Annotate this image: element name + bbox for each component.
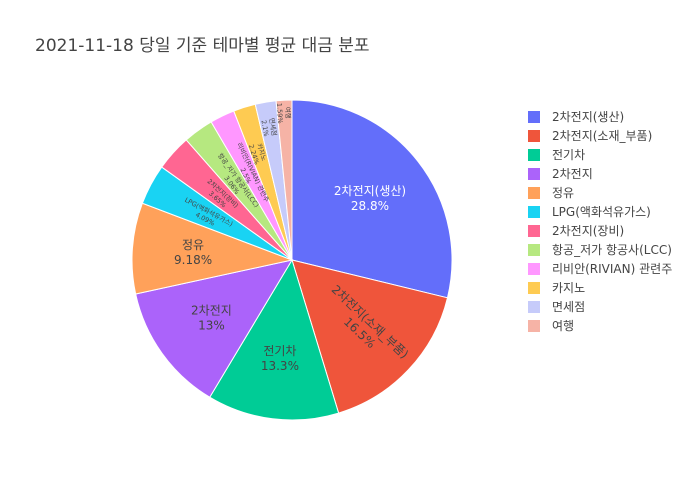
slice-label-percent: 1.59% [275,103,284,124]
legend-label: 여행 [552,318,574,333]
slice-label: 정유 9.18% [174,238,212,267]
legend-swatch [528,301,540,313]
slice-label-name: 2차전지 [191,303,232,317]
slice-label-name: 정유 [182,238,204,252]
legend-swatch [528,244,540,256]
pie-slice[interactable] [209,258,340,421]
legend-swatch [528,225,540,237]
legend-item[interactable]: 카지노 [528,281,585,295]
legend-item[interactable]: LPG(액화석유가스) [528,205,651,219]
slice-label-percent: 2.1% [260,119,271,137]
pie-slices [131,99,453,421]
legend-label: 항공_저가 항공사(LCC) [552,243,672,257]
legend-swatch [528,187,540,199]
legend-item[interactable]: 2차전지(소재_부품) [528,129,652,143]
legend-swatch [528,111,540,123]
legend-item[interactable]: 면세점 [528,300,585,314]
slice-label: 여행1.59% [275,102,293,123]
slice-label: 2차전지(생산) 28.8% [334,184,406,213]
slice-label-percent: 28.8% [351,199,389,213]
legend-label: 2차전지(소재_부품) [552,129,652,143]
legend-label: 2차전지 [552,167,593,181]
legend-item[interactable]: 2차전지(장비) [528,224,624,238]
slice-label: 전기차 13.3% [261,344,299,373]
slice-label-percent: 13.3% [261,359,299,373]
legend-swatch [528,149,540,161]
slice-label-percent: 9.18% [174,253,212,267]
pie-slice[interactable] [131,202,294,295]
slice-label-name: 여행 [283,107,293,119]
legend-item[interactable]: 2차전지 [528,167,593,181]
slice-label-percent: 13% [198,318,225,332]
slice-label: 면세점2.1% [259,117,279,138]
slice-label-name: 전기차 [263,344,296,358]
pie-slice[interactable] [275,99,293,261]
slice-label-name: 2차전지(생산) [334,184,406,198]
chart-title: 2021-11-18 당일 기준 테마별 평균 대금 분포 [35,36,370,56]
legend-label: 면세점 [552,300,585,314]
legend-swatch [528,263,540,275]
legend-swatch [528,320,540,332]
legend-item[interactable]: 정유 [528,186,574,200]
legend-label: 전기차 [552,148,585,162]
legend-item[interactable]: 여행 [528,318,574,333]
legend-swatch [528,130,540,142]
legend-label: 리비안(RIVIAN) 관련주 [552,262,672,276]
legend-label: 2차전지(생산) [552,110,624,124]
legend-label: LPG(액화석유가스) [552,205,651,219]
legend-label: 카지노 [552,281,585,295]
pie-slice[interactable] [291,99,453,299]
slice-label-name: 면세점 [267,117,279,136]
legend-item[interactable]: 항공_저가 항공사(LCC) [528,243,672,257]
legend-item[interactable]: 리비안(RIVIAN) 관련주 [528,262,672,276]
legend-label: 2차전지(장비) [552,224,624,238]
legend-swatch [528,168,540,180]
pie-slice[interactable] [291,259,449,414]
legend-swatch [528,206,540,218]
slice-label: 2차전지 13% [191,303,232,332]
pie-slice[interactable] [135,259,294,398]
legend-item[interactable]: 전기차 [528,148,585,162]
legend-swatch [528,282,540,294]
legend-item[interactable]: 2차전지(생산) [528,110,624,124]
legend-label: 정유 [552,186,574,200]
